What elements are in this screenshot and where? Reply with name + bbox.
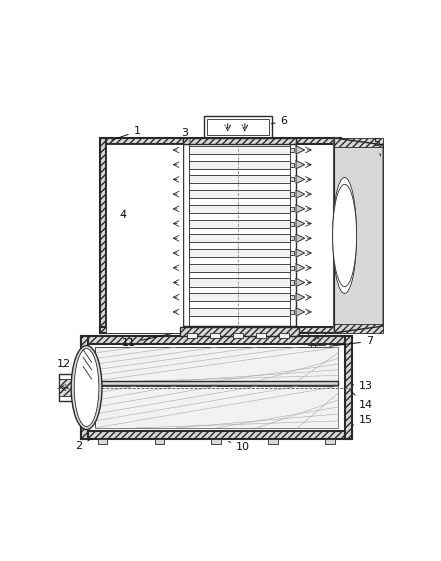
Text: 10: 10 <box>228 442 250 452</box>
Bar <box>290 310 294 314</box>
Bar <box>100 138 340 144</box>
Bar <box>190 249 290 257</box>
Bar <box>212 439 221 444</box>
Polygon shape <box>296 176 305 183</box>
Bar <box>100 327 340 333</box>
Bar <box>95 386 338 428</box>
Bar <box>290 251 294 255</box>
Bar <box>290 148 294 152</box>
Bar <box>190 146 290 154</box>
Bar <box>268 439 278 444</box>
Ellipse shape <box>333 177 357 293</box>
Bar <box>325 439 335 444</box>
Polygon shape <box>296 160 305 169</box>
Bar <box>290 177 294 181</box>
Polygon shape <box>296 278 305 287</box>
Polygon shape <box>296 205 305 213</box>
Bar <box>95 381 338 385</box>
Bar <box>290 163 294 167</box>
Polygon shape <box>296 249 305 257</box>
Bar <box>308 333 325 345</box>
Polygon shape <box>296 308 305 316</box>
Bar <box>274 332 284 337</box>
Text: 14: 14 <box>351 392 373 410</box>
Bar <box>210 333 220 338</box>
Bar <box>290 222 294 226</box>
Bar <box>334 138 383 146</box>
Bar <box>155 439 164 444</box>
Bar <box>290 280 294 284</box>
Bar <box>190 264 290 272</box>
Text: 3: 3 <box>182 128 190 141</box>
Bar <box>206 118 269 135</box>
Bar <box>183 326 296 332</box>
Bar <box>95 385 338 386</box>
Bar <box>233 332 258 337</box>
Bar <box>190 190 290 198</box>
Ellipse shape <box>71 346 102 430</box>
Bar <box>190 219 290 228</box>
Text: 6: 6 <box>272 116 288 126</box>
Polygon shape <box>334 138 383 333</box>
Bar <box>256 333 266 338</box>
Text: 15: 15 <box>353 415 373 425</box>
Bar <box>190 205 290 213</box>
Text: 11: 11 <box>122 333 172 348</box>
Bar <box>233 333 243 338</box>
Ellipse shape <box>333 185 357 287</box>
Bar <box>81 431 352 439</box>
Polygon shape <box>296 190 305 198</box>
Bar <box>190 293 290 301</box>
Text: 2: 2 <box>75 439 92 450</box>
Bar <box>95 347 338 381</box>
Polygon shape <box>296 219 305 228</box>
Bar <box>183 138 296 144</box>
Bar <box>183 332 190 337</box>
Polygon shape <box>296 293 305 301</box>
Bar <box>59 379 81 396</box>
Bar <box>265 332 272 337</box>
Polygon shape <box>296 146 305 154</box>
Text: 1: 1 <box>112 126 141 140</box>
Bar <box>180 327 299 336</box>
Text: 13: 13 <box>352 381 373 391</box>
Polygon shape <box>296 264 305 272</box>
Bar <box>81 336 88 439</box>
Bar <box>190 234 290 242</box>
Bar <box>311 345 315 352</box>
Bar <box>290 295 294 299</box>
Bar <box>190 278 290 287</box>
Ellipse shape <box>74 348 99 426</box>
Bar <box>345 336 352 439</box>
Bar <box>192 332 202 337</box>
Bar <box>187 333 197 338</box>
Bar <box>290 207 294 211</box>
Bar <box>190 308 290 316</box>
Text: 5: 5 <box>373 138 381 156</box>
Bar <box>206 332 213 337</box>
Bar <box>290 192 294 196</box>
Bar <box>334 324 383 333</box>
Bar <box>59 374 81 401</box>
Bar <box>290 236 294 240</box>
Bar <box>98 439 108 444</box>
Bar <box>204 116 272 138</box>
Text: 4: 4 <box>120 210 127 220</box>
Bar <box>190 176 290 183</box>
Bar <box>106 144 183 333</box>
Bar <box>279 333 289 338</box>
Bar <box>334 138 340 333</box>
Bar <box>190 160 290 169</box>
Bar <box>81 336 352 344</box>
Bar <box>100 138 106 333</box>
Bar <box>290 266 294 270</box>
Bar <box>310 352 316 355</box>
Text: 7: 7 <box>329 337 373 346</box>
Text: 12: 12 <box>56 358 71 369</box>
Polygon shape <box>296 234 305 242</box>
